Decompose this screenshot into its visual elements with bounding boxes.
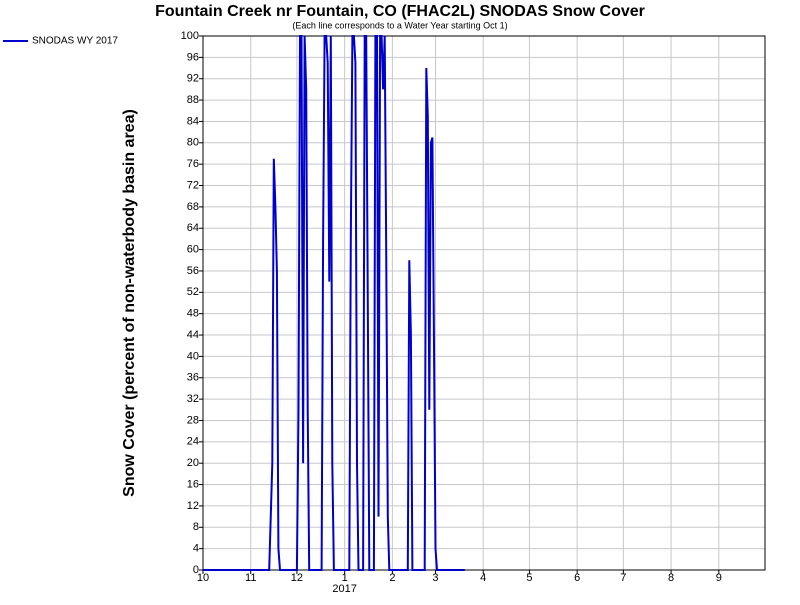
- y-tick-label: 76: [187, 158, 199, 170]
- y-tick-label: 96: [187, 51, 199, 63]
- data-line: [203, 35, 465, 571]
- y-tick-label: 32: [187, 393, 199, 405]
- legend-label: SNODAS WY 2017: [32, 36, 118, 47]
- y-tick-label: 12: [187, 500, 199, 512]
- x-tick-label: 5: [526, 572, 532, 584]
- y-tick-label: 88: [187, 94, 199, 106]
- y-tick-label: 40: [187, 350, 199, 362]
- x-tick-label: 4: [480, 572, 486, 584]
- plot-area: [202, 35, 766, 571]
- x-tick-label: 8: [668, 572, 674, 584]
- y-tick-label: 60: [187, 244, 199, 256]
- y-tick-label: 20: [187, 457, 199, 469]
- x-tick-label: 10: [197, 572, 209, 584]
- y-axis-label: Snow Cover (percent of non-waterbody bas…: [121, 109, 138, 497]
- y-tick-label: 56: [187, 265, 199, 277]
- x-tick-label: 7: [620, 572, 626, 584]
- y-tick-label: 64: [187, 222, 199, 234]
- y-tick-label: 68: [187, 201, 199, 213]
- y-tick-label: 84: [187, 115, 199, 127]
- x-tick-label: 1: [342, 572, 348, 584]
- y-tick-label: 8: [193, 521, 199, 533]
- y-tick-label: 36: [187, 372, 199, 384]
- plot-border: [202, 35, 766, 571]
- x-tick-label: 11: [245, 572, 256, 584]
- y-tick-label: 16: [187, 478, 199, 490]
- y-tick-label: 48: [187, 308, 199, 320]
- y-tick-label: 28: [187, 414, 199, 426]
- x-tick-label: 9: [716, 572, 722, 584]
- x-tick-label: 6: [574, 572, 580, 584]
- y-tick-label: 0: [193, 564, 199, 576]
- x-tick-label: 12: [291, 572, 303, 584]
- y-tick-label: 72: [187, 179, 199, 191]
- y-tick-label: 52: [187, 286, 199, 298]
- chart-title: Fountain Creek nr Fountain, CO (FHAC2L) …: [155, 3, 645, 20]
- y-tick-label: 44: [187, 329, 199, 341]
- y-tick-label: 80: [187, 137, 199, 149]
- x-sublabel: 2017: [332, 583, 356, 595]
- y-tick-label: 24: [187, 436, 199, 448]
- chart-subtitle: (Each line corresponds to a Water Year s…: [292, 20, 507, 30]
- x-tick-label: 3: [432, 572, 438, 584]
- y-tick-label: 92: [187, 73, 199, 85]
- x-tick-label: 2: [389, 572, 395, 584]
- y-tick-label: 4: [193, 543, 199, 555]
- y-tick-label: 100: [181, 30, 199, 42]
